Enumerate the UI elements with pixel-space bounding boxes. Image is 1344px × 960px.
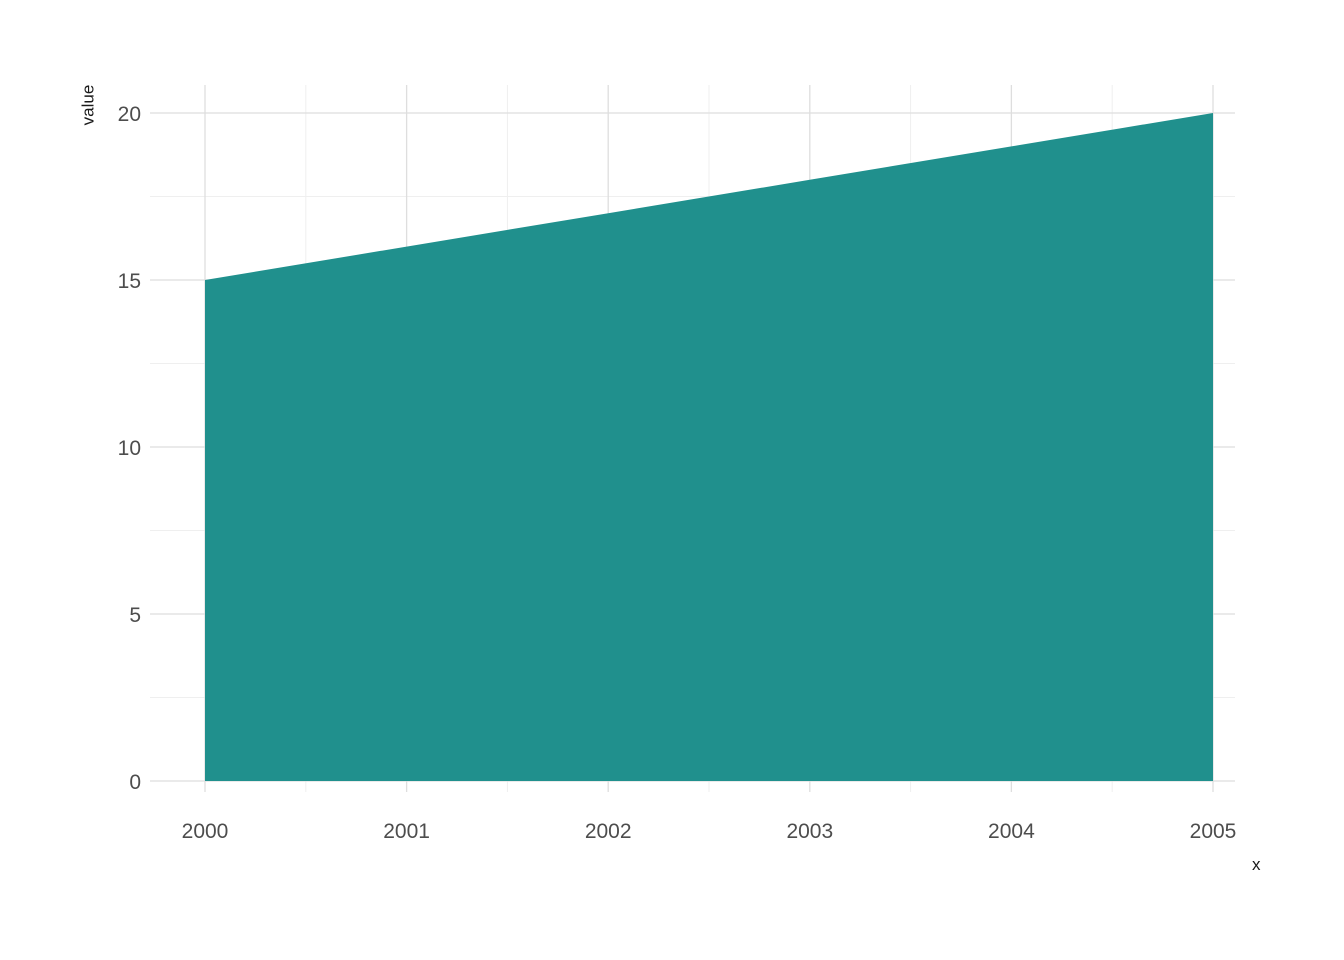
x-tick-label: 2004 — [988, 820, 1035, 843]
x-tick-label: 2005 — [1190, 820, 1237, 843]
x-axis-title: x — [1252, 855, 1261, 874]
x-tick-label: 2001 — [383, 820, 430, 843]
x-tick-label: 2000 — [182, 820, 229, 843]
x-tick-label: 2003 — [786, 820, 833, 843]
y-tick-label: 10 — [118, 437, 141, 460]
y-tick-label: 15 — [118, 270, 141, 293]
y-tick-label: 0 — [129, 771, 141, 794]
area-series-value — [205, 113, 1213, 781]
y-tick-label: 20 — [118, 103, 141, 126]
y-tick-label: 5 — [129, 604, 141, 627]
y-axis-title: value — [78, 84, 98, 126]
x-tick-label: 2002 — [585, 820, 632, 843]
